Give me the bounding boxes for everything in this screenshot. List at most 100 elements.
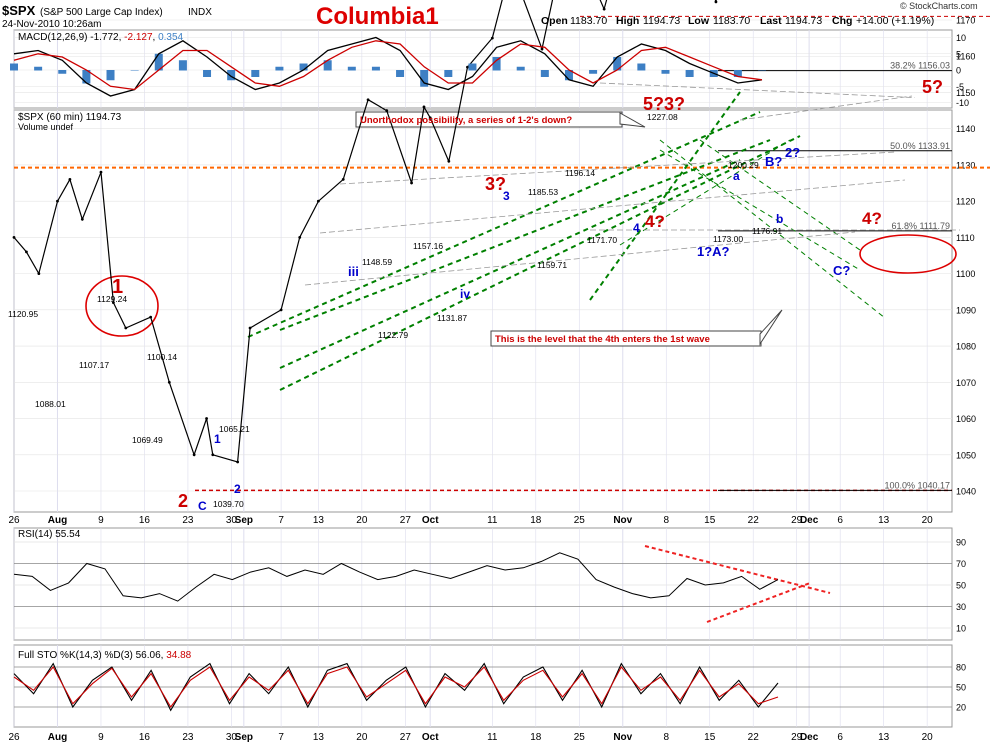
wave1-highlight-ellipse <box>85 275 159 337</box>
high-label: High <box>616 15 639 27</box>
x-tick-label-top: 29 <box>791 515 803 526</box>
price-data-label: 1107.17 <box>79 360 109 370</box>
macd-histogram-bar <box>589 70 598 74</box>
x-tick-label-bottom: 30 <box>226 732 238 743</box>
price-tick-label: 1110 <box>956 233 975 243</box>
x-tick-label-top: 7 <box>278 515 284 526</box>
price-data-label: 1159.71 <box>537 260 567 270</box>
x-tick-label-top: Aug <box>48 515 67 526</box>
fib-level-label: 50.0% 1133.91 <box>890 141 950 151</box>
x-tick-label-bottom: 27 <box>400 732 412 743</box>
price-tick-label: 1170 <box>956 16 975 26</box>
macd-histogram-bar <box>758 70 766 71</box>
x-tick-label-top: 18 <box>530 515 542 526</box>
x-tick-label-top: 6 <box>837 515 843 526</box>
macd-histogram-bar <box>106 70 115 81</box>
price-tick-label: 1070 <box>956 378 976 388</box>
price-point <box>56 199 59 203</box>
macd-fan-line <box>599 82 916 99</box>
price-point <box>422 105 426 109</box>
chart-title: Columbia1 <box>316 3 439 30</box>
sto-panel-frame <box>13 644 953 728</box>
red-wave-label: 1 <box>112 276 123 298</box>
fib-level-label: 61.8% 1111.79 <box>891 221 950 231</box>
x-tick-label-bottom: 20 <box>922 732 934 743</box>
sto-label: Full STO %K(14,3) %D(3) 56.06, 34.88 <box>18 650 192 661</box>
price-label: $SPX (60 min) 1194.73 <box>18 112 122 123</box>
price-data-label: 1171.70 <box>587 235 617 245</box>
red-wave-label: 5? <box>922 77 943 97</box>
price-point <box>540 47 544 51</box>
price-tick-label: 1060 <box>956 414 976 424</box>
macd-histogram-bar <box>637 63 646 71</box>
price-point <box>124 326 128 330</box>
price-point <box>192 453 196 457</box>
blue-wave-label: C <box>198 499 207 513</box>
price-point <box>111 301 115 305</box>
price-tick-label: 1150 <box>956 88 975 98</box>
rsi-panel-frame <box>13 527 953 641</box>
macd-histogram-bar <box>371 66 380 71</box>
price-point <box>12 235 16 239</box>
x-tick-label-top: Oct <box>422 515 439 526</box>
last-value: 1194.73 <box>785 15 822 27</box>
price-point <box>602 7 606 11</box>
red-wave-label: 3? <box>485 174 506 194</box>
x-tick-label-top: Sep <box>235 515 253 526</box>
x-tick-label-bottom: 8 <box>663 732 669 743</box>
macd-tick-label: -10 <box>956 98 969 108</box>
x-tick-label-top: 13 <box>878 515 890 526</box>
annotation-pointer-2 <box>759 309 783 346</box>
x-tick-label-top: 22 <box>748 515 760 526</box>
channel-line <box>279 159 741 369</box>
macd-histogram-bar <box>299 63 308 71</box>
price-data-label: 1122.79 <box>378 330 408 340</box>
fib-level-label: 38.2% 1156.03 <box>890 61 950 71</box>
price-data-label: 1148.59 <box>362 257 392 267</box>
macd-histogram-bar <box>227 70 236 81</box>
rsi-tick-label: 30 <box>956 602 966 612</box>
low-label: Low <box>688 15 710 27</box>
x-tick-label-top: 27 <box>400 515 412 526</box>
x-tick-label-top: 23 <box>182 515 194 526</box>
price-data-label: 1131.87 <box>437 313 467 323</box>
macd-histogram-bar <box>203 70 212 77</box>
channel-line <box>279 139 771 331</box>
chg-label: Chg <box>832 15 852 27</box>
last-label: Last <box>760 15 782 27</box>
x-tick-label-bottom: 20 <box>356 732 368 743</box>
blue-wave-label: 1?A? <box>697 244 730 259</box>
price-data-label: 1176.91 <box>752 226 782 236</box>
channel-line <box>659 149 861 271</box>
price-tick-label: 1160 <box>956 52 975 62</box>
price-data-label: 1196.14 <box>565 168 595 178</box>
price-point <box>167 380 171 384</box>
rsi-lower-trendline <box>706 582 811 623</box>
rsi-label: RSI(14) 55.54 <box>18 529 81 540</box>
price-panel-frame <box>13 109 953 513</box>
price-data-label: 1157.16 <box>413 241 443 251</box>
macd-tick-label: 0 <box>956 66 961 76</box>
annotation-text-1: Unorthodox possibility, a series of 1-2'… <box>360 115 572 126</box>
price-point <box>236 460 240 464</box>
price-point <box>149 315 153 319</box>
x-tick-label-bottom: 16 <box>139 732 151 743</box>
blue-wave-label: 2? <box>785 145 800 160</box>
x-tick-label-top: 15 <box>704 515 716 526</box>
price-data-label: 1065.21 <box>219 424 250 434</box>
rsi-tick-label: 50 <box>956 581 966 591</box>
price-tick-label: 1050 <box>956 450 976 460</box>
blue-wave-label: 3 <box>503 189 510 203</box>
blue-wave-label: iv <box>460 287 470 301</box>
x-tick-label-top: 20 <box>356 515 368 526</box>
sto-tick-label: 50 <box>956 682 966 692</box>
macd-histogram-bar <box>516 66 525 71</box>
price-point <box>248 326 252 330</box>
header-index-name: (S&P 500 Large Cap Index) <box>40 7 163 18</box>
channel-line <box>659 139 886 319</box>
macd-histogram-bar <box>323 60 332 71</box>
x-tick-label-top: 30 <box>226 515 238 526</box>
channel-line <box>279 135 801 391</box>
